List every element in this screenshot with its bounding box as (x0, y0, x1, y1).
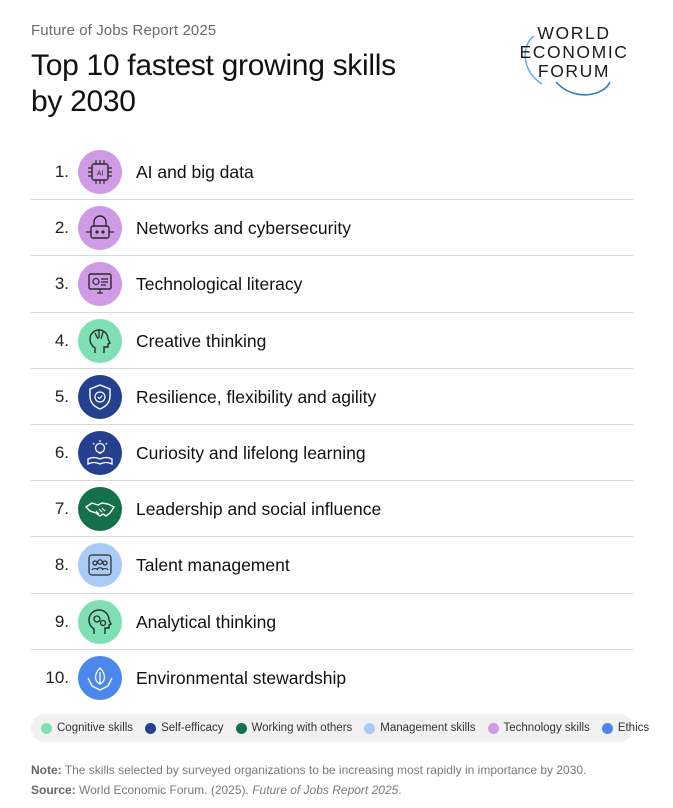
padlock-network-icon (78, 206, 122, 251)
skill-rank: 10. (45, 667, 69, 687)
legend-swatch (487, 722, 499, 734)
head-paintbrush-icon (78, 318, 122, 363)
skill-row: 3. Technological literacy (31, 256, 633, 313)
skill-row: 6. Curiosity and lifelong learning (31, 425, 633, 482)
hands-leaf-icon (78, 655, 122, 700)
legend-item: Self-efficacy (145, 722, 224, 734)
skill-rank: 3. (54, 274, 69, 294)
note-text: The skills selected by surveyed organiza… (61, 763, 587, 777)
legend-item: Cognitive skills (41, 722, 133, 734)
team-people-icon (78, 543, 122, 588)
legend-label: Cognitive skills (57, 722, 134, 734)
logo-line-3: FORUM (537, 61, 611, 81)
footnote: Note: The skills selected by surveyed or… (31, 763, 586, 777)
skill-label: Networks and cybersecurity (136, 218, 351, 239)
skill-label: AI and big data (136, 162, 254, 182)
skill-row: 7. Leadership and social influence (31, 481, 633, 538)
legend-item: Management skills (364, 722, 476, 734)
legend-swatch (235, 722, 247, 734)
skill-label: Environmental stewardship (136, 667, 347, 688)
source-title: Future of Jobs Report 2025 (252, 783, 399, 797)
source-label: Source: (31, 783, 76, 797)
skill-row: 8. Talent management (31, 537, 633, 594)
handshake-icon (78, 487, 122, 532)
logo-line-1: WORLD (537, 23, 611, 43)
skill-label: Talent management (136, 555, 290, 576)
legend-swatch (145, 722, 157, 734)
skill-row: 4. Creative thinking (31, 313, 633, 369)
skill-rank: 9. (54, 611, 69, 631)
skills-list: 1. AI AI and big data 2. Networks and cybers… (31, 144, 633, 706)
shield-check-icon (78, 374, 122, 419)
book-lightbulb-icon (78, 430, 122, 475)
logo-arc-icon (524, 35, 611, 96)
skill-rank: 4. (54, 330, 69, 350)
skill-rank: 8. (54, 555, 69, 575)
skill-row: 9. Analytical thinking (31, 594, 633, 650)
legend-item: Working with others (235, 722, 353, 734)
source-line: Source: World Economic Forum. (2025). Fu… (31, 783, 402, 797)
skill-rank: 2. (54, 218, 69, 238)
skill-row: 10. Environmental stewardship (31, 650, 633, 706)
legend-swatch (364, 722, 376, 734)
note-label: Note: (31, 763, 62, 777)
legend-item: Ethics (601, 722, 650, 734)
skill-rank: 7. (54, 499, 69, 519)
legend-label: Management skills (380, 722, 476, 734)
source-text: World Economic Forum. (2025). (75, 783, 253, 797)
legend-label: Technology skills (503, 722, 590, 734)
legend-item: Technology skills (487, 722, 590, 734)
ai-chip-icon: AI (78, 150, 122, 194)
svg-text:AI: AI (97, 171, 104, 178)
skill-label: Leadership and social influence (136, 499, 382, 520)
head-gears-icon (78, 599, 122, 644)
skill-row: 1. AI AI and big data (31, 144, 633, 201)
source-end: . (398, 783, 402, 797)
logo-line-2: ECONOMIC (519, 42, 629, 62)
skill-label: Technological literacy (136, 274, 303, 295)
legend-swatch (601, 722, 613, 734)
page-title: Top 10 fastest growing skills by 2030 (31, 49, 396, 118)
legend-swatch (41, 722, 52, 734)
skill-label: Creative thinking (136, 330, 267, 351)
legend-label: Ethics (617, 722, 650, 734)
skill-rank: 5. (54, 386, 69, 406)
skill-label: Analytical thinking (136, 611, 277, 632)
skill-label: Curiosity and lifelong learning (136, 442, 366, 463)
skill-rank: 6. (54, 442, 69, 462)
skill-rank: 1. (54, 162, 69, 181)
skill-row: 5. Resilience, flexibility and agility (31, 369, 633, 425)
legend: Cognitive skills Self-efficacy Working wit… (31, 714, 649, 742)
skill-label: Resilience, flexibility and agility (136, 386, 377, 407)
legend-label: Self-efficacy (161, 722, 224, 734)
computer-monitor-icon (78, 262, 122, 307)
wef-logo: WORLD ECONOMIC FORUM (512, 22, 636, 102)
report-kicker: Future of Jobs Report 2025 (31, 22, 217, 39)
legend-label: Working with others (251, 722, 353, 734)
skill-row: 2. Networks and cybersecurity (31, 200, 633, 257)
